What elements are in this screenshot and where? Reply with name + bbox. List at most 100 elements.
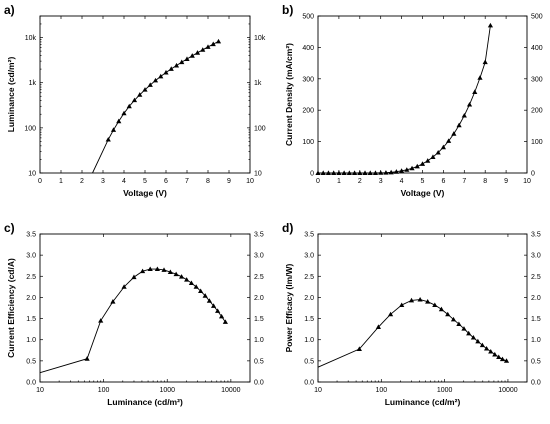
x-tick-label-c: 10 (36, 387, 44, 394)
data-point-c (98, 318, 104, 323)
y-tick-label-d: 2.0 (304, 295, 314, 302)
y-tick-label-c: 1.5 (26, 316, 36, 323)
y-tick-label-right-d: 1.0 (531, 337, 541, 344)
data-point-a (194, 50, 201, 55)
data-point-d (499, 356, 506, 362)
data-point-b (383, 170, 389, 175)
data-point-c (222, 319, 228, 324)
data-point-c (210, 303, 217, 308)
data-point-c (167, 269, 173, 275)
data-point-a (168, 66, 174, 71)
y-tick-label-right-a: 10 (254, 171, 262, 178)
x-tick-label-a: 8 (206, 178, 210, 185)
data-point-d (425, 299, 431, 304)
chart-panel-a: a) Voltage (V) Luminance (cd/m²) 0 1 2 3 4 5 6… (4, 3, 266, 198)
data-point-c (173, 271, 179, 277)
panel-label-d: d) (282, 221, 293, 235)
y-tick-label-b: 300 (302, 76, 314, 83)
panel-label-b: b) (282, 3, 293, 17)
data-point-b (325, 170, 332, 175)
x-tick-label-b: 1 (337, 178, 341, 185)
y-tick-label-right-c: 3.5 (254, 232, 264, 239)
data-point-b (399, 168, 405, 173)
y-tick-label-right-b: 500 (531, 14, 543, 21)
x-tick-label-c: 1000 (159, 387, 175, 394)
data-point-a (189, 53, 195, 58)
x-tick-label-d: 100 (375, 387, 387, 394)
data-point-a (179, 59, 185, 65)
y-tick-label-right-b: 200 (531, 108, 543, 115)
y-tick-label-c: 0.5 (26, 358, 36, 365)
x-axis-title-b: Voltage (V) (401, 188, 445, 198)
x-tick-label-b: 2 (358, 178, 362, 185)
x-tick-label-d: 1000 (437, 387, 453, 394)
y-tick-label-a: 10 (28, 171, 36, 178)
y-tick-label-d: 0.0 (304, 380, 314, 387)
y-tick-label-d: 3.5 (304, 232, 314, 239)
data-point-b (346, 170, 352, 175)
data-point-a (152, 77, 159, 83)
data-point-b (477, 75, 483, 80)
data-point-a (184, 56, 190, 61)
x-tick-label-b: 9 (504, 178, 508, 185)
data-point-d (417, 296, 423, 302)
y-tick-label-right-a: 10k (254, 35, 266, 42)
x-tick-label-a: 7 (185, 178, 189, 185)
y-axis-title-b: Current Density (mA/cm²) (284, 43, 294, 146)
data-point-b (362, 170, 368, 175)
y-tick-label-right-a: 100 (254, 125, 266, 132)
data-point-a (215, 38, 222, 44)
y-tick-label-right-c: 0.0 (254, 380, 264, 387)
x-tick-label-b: 4 (400, 178, 404, 185)
y-tick-label-d: 2.5 (304, 274, 314, 281)
data-point-d (479, 342, 485, 348)
data-point-a (163, 69, 169, 75)
y-tick-label-d: 3.0 (304, 253, 314, 260)
data-point-d (432, 302, 438, 307)
data-point-d (375, 324, 382, 329)
y-tick-label-right-c: 1.0 (254, 337, 264, 344)
data-point-c (110, 299, 116, 304)
data-point-c (215, 308, 221, 313)
data-point-d (492, 351, 498, 357)
x-axis-title-d: Luminance (cd/m²) (385, 397, 461, 407)
data-point-b (331, 170, 337, 175)
data-point-b (419, 161, 426, 166)
y-tick-label-right-d: 3.5 (531, 232, 541, 239)
data-point-d (503, 358, 510, 363)
y-tick-label-right-c: 2.0 (254, 295, 264, 302)
data-point-b (315, 170, 321, 175)
y-tick-label-right-c: 3.0 (254, 253, 264, 260)
data-point-b (461, 112, 467, 118)
data-point-d (445, 311, 451, 317)
chart-panel-d: d) Luminance (cd/m²) Power Efficacy (lm/… (282, 221, 541, 407)
y-tick-label-right-d: 1.5 (531, 316, 541, 323)
data-point-a (116, 118, 122, 124)
data-point-d (408, 297, 415, 303)
data-point-c (206, 298, 212, 303)
x-tick-label-b: 3 (379, 178, 383, 185)
y-tick-label-b: 100 (302, 139, 314, 146)
data-point-a (105, 136, 111, 142)
data-point-a (158, 73, 164, 79)
data-point-b (446, 138, 452, 143)
data-point-d (356, 346, 362, 351)
series-line-d (317, 299, 507, 368)
series-line-b (318, 25, 491, 174)
x-tick-label-b: 8 (483, 178, 487, 185)
data-point-d (456, 321, 462, 327)
y-tick-label-right-b: 0 (531, 171, 535, 178)
data-point-b (393, 169, 399, 174)
x-axis-title-a: Voltage (V) (123, 188, 167, 198)
x-tick-label-b: 6 (441, 178, 445, 185)
y-tick-label-right-d: 2.0 (531, 295, 541, 302)
chart-panel-b: b) Voltage (V) Current Density (mA/cm²) … (282, 3, 543, 198)
data-point-b (472, 89, 478, 94)
y-tick-label-right-d: 2.5 (531, 274, 541, 281)
y-tick-label-a: 10k (25, 35, 37, 42)
data-point-d (387, 311, 394, 317)
data-point-d (488, 348, 494, 354)
data-point-c (140, 268, 146, 274)
data-point-a (131, 97, 138, 103)
